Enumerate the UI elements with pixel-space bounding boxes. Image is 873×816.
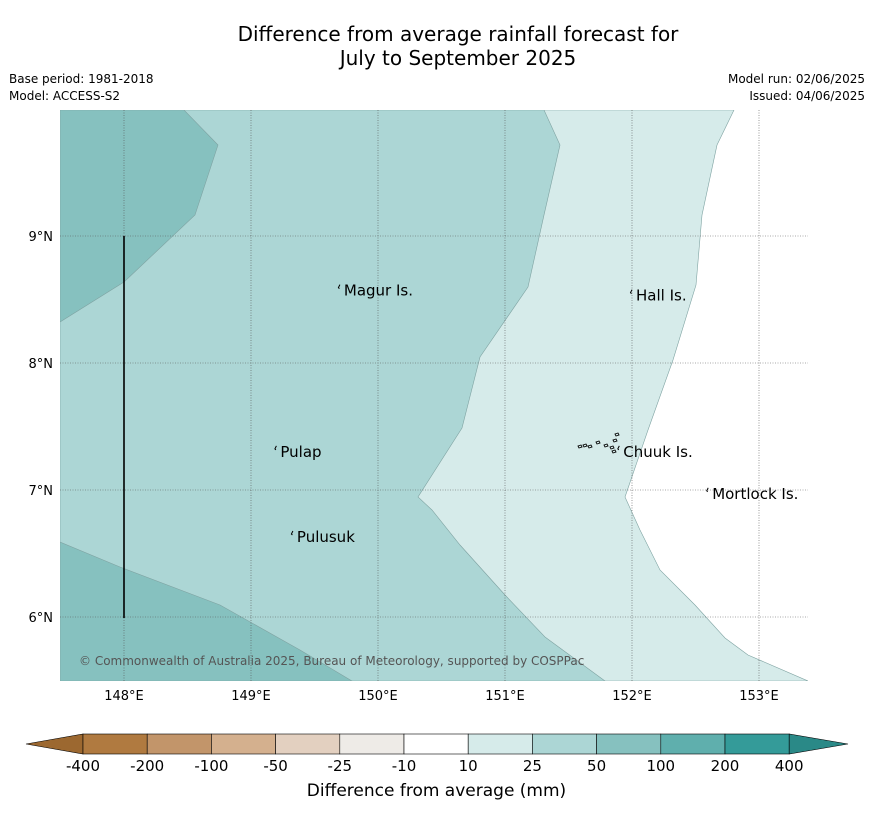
colorbar-tick-label: 25 bbox=[523, 757, 542, 775]
colorbar-label: Difference from average (mm) bbox=[306, 781, 567, 801]
islet-mark bbox=[614, 432, 620, 437]
lon-tick-label: 148°E bbox=[104, 689, 144, 704]
copyright-text: © Commonwealth of Australia 2025, Bureau… bbox=[79, 654, 584, 668]
island-mark bbox=[274, 445, 277, 451]
title-line-2: July to September 2025 bbox=[339, 46, 577, 70]
meta-left: Base period: 1981-2018 Model: ACCESS-S2 bbox=[9, 71, 154, 105]
colorbar-tick-label: -25 bbox=[328, 757, 353, 775]
islet-mark bbox=[587, 444, 593, 449]
island-mark bbox=[290, 530, 294, 536]
colorbar-segment bbox=[82, 733, 148, 755]
lat-tick-label: 7°N bbox=[29, 484, 54, 499]
place-label: Magur Is. bbox=[344, 282, 413, 300]
gridlines bbox=[60, 110, 808, 681]
colorbar-segment bbox=[146, 733, 212, 755]
island-mark bbox=[706, 487, 709, 493]
colorbar-segment bbox=[660, 733, 726, 755]
chart-title: Difference from average rainfall forecas… bbox=[0, 22, 873, 70]
islands bbox=[274, 284, 709, 536]
band-50-100-south bbox=[60, 541, 353, 681]
band-25-50 bbox=[60, 110, 606, 681]
place-labels: Magur Is. Hall Is. Pulap Chuuk Is. Mortlock … bbox=[280, 282, 798, 546]
colorbar-tick-label: 200 bbox=[711, 757, 740, 775]
model-text: Model: ACCESS-S2 bbox=[9, 89, 121, 103]
lon-tick-label: 152°E bbox=[612, 689, 652, 704]
place-label: Pulusuk bbox=[297, 528, 355, 546]
lon-tick-label: 149°E bbox=[231, 689, 271, 704]
colorbar: -400 -200 -100 -50 -25 -10 10 25 50 100 200 400 bbox=[25, 733, 849, 775]
islet-mark bbox=[611, 449, 617, 454]
place-label: Mortlock Is. bbox=[712, 485, 798, 503]
lat-tick-label: 8°N bbox=[29, 357, 54, 372]
model-run-text: Model run: 02/06/2025 bbox=[727, 72, 865, 86]
lon-tick-label: 153°E bbox=[739, 689, 779, 704]
longitude-tick-labels: 148°E 149°E 150°E 151°E 152°E 153°E bbox=[104, 689, 779, 704]
place-label: Pulap bbox=[280, 443, 321, 461]
islet-mark bbox=[609, 445, 615, 450]
latitude-tick-labels: 9°N 8°N 7°N 6°N bbox=[29, 230, 54, 626]
place-label: Chuuk Is. bbox=[623, 443, 692, 461]
colorbar-segment bbox=[339, 733, 405, 755]
band-50-100-north bbox=[60, 110, 219, 323]
colorbar-segment bbox=[275, 733, 341, 755]
map-area: Magur Is. Hall Is. Pulap Chuuk Is. Mortlock … bbox=[60, 110, 808, 681]
colorbar-segment bbox=[724, 733, 790, 755]
islet-mark bbox=[577, 444, 583, 449]
island-mark bbox=[617, 445, 620, 451]
colorbar-tick-label: -200 bbox=[130, 757, 164, 775]
title-line-1: Difference from average rainfall forecas… bbox=[237, 22, 679, 46]
place-label: Hall Is. bbox=[636, 287, 687, 305]
colorbar-segment bbox=[532, 733, 597, 755]
island-mark bbox=[337, 284, 341, 289]
colorbar-segment bbox=[596, 733, 662, 755]
colorbar-tick-label: 400 bbox=[775, 757, 804, 775]
colorbar-tick-label: -100 bbox=[194, 757, 228, 775]
colorbar-tick-label: -10 bbox=[392, 757, 417, 775]
base-period-text: Base period: 1981-2018 bbox=[9, 72, 154, 86]
colorbar-segment bbox=[467, 733, 533, 755]
colorbar-tick-label: -400 bbox=[66, 757, 100, 775]
colorbar-under-arrow bbox=[25, 733, 84, 755]
lon-tick-label: 150°E bbox=[358, 689, 398, 704]
colorbar-tick-label: 100 bbox=[646, 757, 675, 775]
lat-tick-label: 6°N bbox=[29, 611, 54, 626]
colorbar-tick-label: -50 bbox=[263, 757, 288, 775]
islet-mark bbox=[582, 443, 588, 448]
lon-tick-label: 151°E bbox=[485, 689, 525, 704]
islet-mark bbox=[612, 438, 618, 443]
colorbar-tick-label: 10 bbox=[459, 757, 478, 775]
island-mark bbox=[629, 289, 633, 295]
islet-mark bbox=[595, 440, 601, 445]
islet-mark bbox=[603, 443, 609, 448]
lat-tick-label: 9°N bbox=[29, 230, 54, 245]
colorbar-over-arrow bbox=[788, 733, 849, 755]
colorbar-segment bbox=[211, 733, 276, 755]
colorbar-segment bbox=[403, 733, 469, 755]
issued-text: Issued: 04/06/2025 bbox=[749, 89, 865, 103]
meta-right: Model run: 02/06/2025 Issued: 04/06/2025 bbox=[728, 71, 865, 105]
colorbar-tick-label: 50 bbox=[587, 757, 606, 775]
